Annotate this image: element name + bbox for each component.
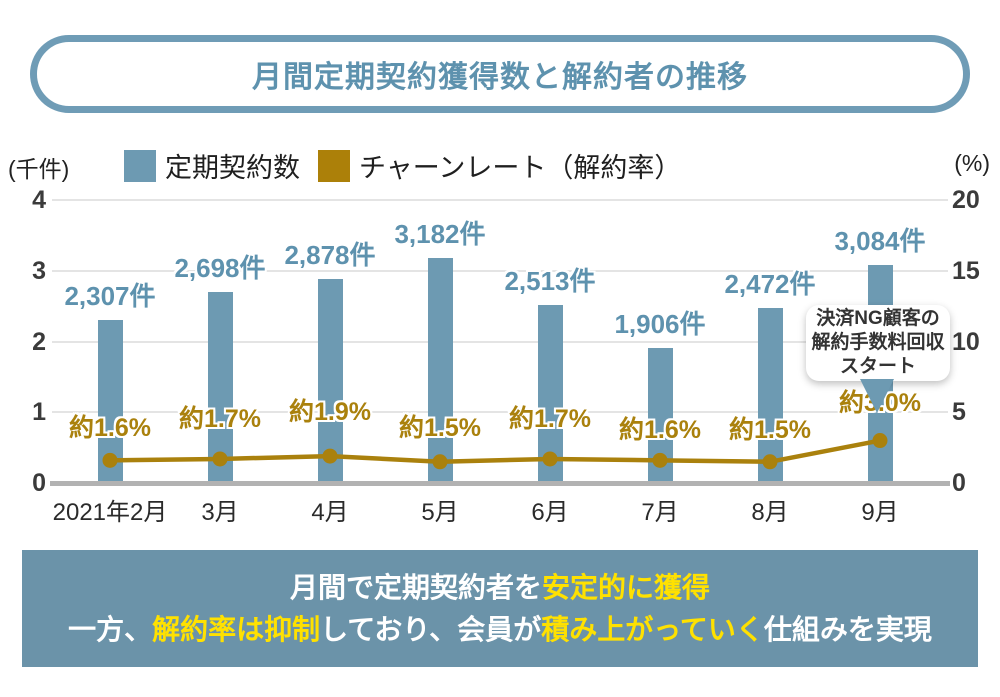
summary-text: 月間で定期契約者を xyxy=(289,571,542,603)
summary-highlight-text: 安定的に獲得 xyxy=(542,571,711,603)
left-axis-tick-label: 1 xyxy=(32,398,46,427)
right-axis-unit-label: (%) xyxy=(954,150,990,176)
churn-value-label: 約1.7% xyxy=(509,404,591,433)
bar-value-label: 3,182件 xyxy=(394,218,486,249)
callout-text-line: 解約手数料回収 xyxy=(811,332,945,353)
x-axis-label: 6月 xyxy=(531,499,569,526)
x-axis-label: 3月 xyxy=(201,499,239,526)
callout-pointer-arrow-icon xyxy=(860,379,894,413)
churn-value-label: 約1.9% xyxy=(289,398,371,427)
bar-value-label: 2,472件 xyxy=(724,269,816,300)
contracts-legend-swatch-icon xyxy=(124,149,156,182)
gridline xyxy=(52,340,948,343)
churn-value-label: 約1.6% xyxy=(69,414,151,443)
summary-line-2: 一方、解約率は抑制しており、会員が積み上がっていく仕組みを実現 xyxy=(68,610,932,650)
bar-value-label: 1,906件 xyxy=(614,309,706,340)
legend-item-contracts: 定期契約数 xyxy=(124,146,300,185)
churn-legend-swatch-icon xyxy=(318,149,350,182)
x-axis-label: 5月 xyxy=(421,499,459,526)
churn-legend-label: チャーンレート（解約率） xyxy=(359,153,682,183)
x-axis-label: 4月 xyxy=(311,499,349,526)
callout-text-line: 決済NG顧客の xyxy=(816,308,940,329)
contracts-bar xyxy=(427,257,453,483)
left-axis-tick-label: 0 xyxy=(32,469,46,497)
bar-value-label: 2,878件 xyxy=(284,240,376,271)
right-axis-tick-label: 20 xyxy=(952,186,980,214)
churn-value-label: 約1.5% xyxy=(729,415,811,444)
contracts-bar xyxy=(207,292,233,483)
bar-value-label: 2,698件 xyxy=(174,253,266,284)
callout-bubble: 決済NG顧客の 解約手数料回収 スタート xyxy=(806,305,950,381)
legend-item-churn: チャーンレート（解約率） xyxy=(318,146,681,185)
x-axis-label: 2021年2月 xyxy=(52,499,168,526)
gridline xyxy=(52,269,948,272)
summary-highlight-text: 解約率は抑制 xyxy=(152,613,321,645)
right-axis-tick-label: 5 xyxy=(952,398,966,427)
bar-value-label: 3,084件 xyxy=(834,225,926,256)
gridline xyxy=(52,411,948,414)
right-axis-tick-label: 0 xyxy=(952,469,966,497)
summary-text: 一方、 xyxy=(68,613,153,645)
left-axis-tick-label: 3 xyxy=(32,256,46,285)
summary-highlight-text: 積み上がっていく xyxy=(541,613,764,645)
left-axis-unit-label: (千件) xyxy=(8,156,70,182)
callout-text-line: スタート xyxy=(839,356,916,377)
summary-banner: 月間で定期契約者を安定的に獲得 一方、解約率は抑制しており、会員が積み上がってい… xyxy=(22,550,978,667)
summary-text: 仕組みを実現 xyxy=(763,613,932,645)
churn-value-label: 約1.7% xyxy=(179,404,261,433)
gridline xyxy=(52,199,948,201)
x-axis-label: 7月 xyxy=(641,499,679,526)
contracts-legend-label: 定期契約数 xyxy=(165,153,300,183)
right-axis-tick-label: 10 xyxy=(952,327,980,356)
x-axis-label: 8月 xyxy=(751,499,789,526)
contracts-bar xyxy=(317,279,343,483)
contracts-bar xyxy=(537,305,563,483)
bar-value-label: 2,307件 xyxy=(64,280,156,311)
left-axis-tick-label: 2 xyxy=(32,327,46,356)
summary-line-1: 月間で定期契約者を安定的に獲得 xyxy=(290,568,710,608)
title-banner: 月間定期契約獲得数と解約者の推移 xyxy=(30,35,970,113)
left-axis-tick-label: 4 xyxy=(32,186,46,214)
x-axis-label: 9月 xyxy=(861,499,899,526)
churn-value-label: 約1.6% xyxy=(619,416,701,445)
summary-text: しており、会員が xyxy=(320,613,542,645)
contracts-bar xyxy=(97,319,123,483)
page-title: 月間定期契約獲得数と解約者の推移 xyxy=(252,61,748,94)
churn-value-label: 約1.5% xyxy=(399,413,481,442)
bar-value-label: 2,513件 xyxy=(504,266,596,297)
contracts-bar xyxy=(757,308,783,483)
x-axis-baseline xyxy=(50,481,950,486)
right-axis-tick-label: 15 xyxy=(952,256,980,285)
